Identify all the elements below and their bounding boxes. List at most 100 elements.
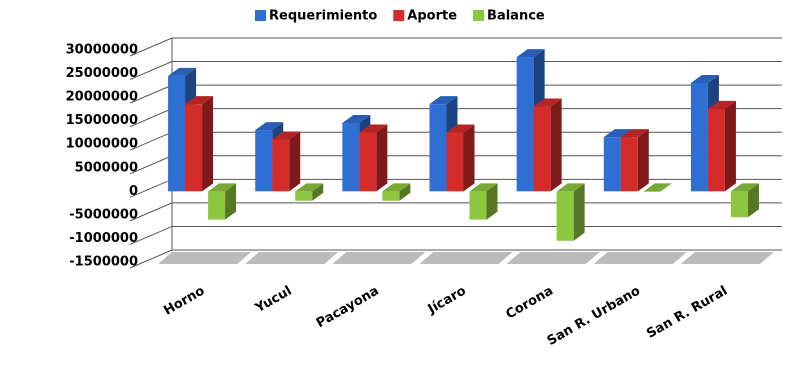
bar-front	[168, 75, 186, 192]
bar-front	[359, 132, 377, 192]
bar-top	[168, 67, 197, 76]
bar	[208, 183, 237, 220]
bar	[382, 183, 411, 201]
bar-front	[185, 104, 203, 192]
y-tick-label: -1500000	[69, 255, 138, 270]
floor-tile	[593, 252, 687, 264]
y-tick-label: 30000000	[66, 43, 138, 58]
bar-side	[486, 183, 498, 220]
bar	[469, 183, 498, 220]
bar-side	[637, 129, 649, 192]
y-tick-label: 0	[129, 184, 138, 199]
bar	[556, 183, 585, 241]
y-tick-label: -1000000	[69, 231, 138, 246]
bar-side	[225, 183, 237, 220]
bar-front	[255, 130, 273, 192]
floor-tile	[245, 252, 339, 264]
x-tick-label: Jícaro	[425, 283, 469, 317]
bar-front	[690, 82, 708, 192]
y-tick-label: 25000000	[66, 66, 138, 81]
bar-front	[446, 132, 464, 192]
bar	[643, 183, 672, 192]
bar-front	[620, 137, 638, 192]
bar	[272, 131, 301, 192]
bar-top	[342, 115, 371, 124]
bar-front	[469, 191, 487, 220]
bar-top	[255, 122, 284, 131]
bar-top	[429, 96, 458, 105]
legend-swatch	[393, 10, 405, 21]
x-tick-label: Yucul	[252, 284, 294, 317]
legend-label: Aporte	[407, 9, 457, 24]
bar-top	[272, 131, 301, 140]
bar-front	[603, 137, 621, 192]
legend-label: Balance	[487, 9, 545, 24]
floor-tile	[506, 252, 600, 264]
bar	[185, 96, 214, 192]
grid-line	[129, 225, 782, 245]
x-tick-label: Corona	[503, 284, 555, 323]
grid-line	[129, 37, 782, 57]
y-tick-label: 10000000	[66, 137, 138, 152]
bar-top	[469, 183, 498, 192]
bar-top	[556, 183, 585, 192]
bar	[730, 183, 759, 218]
bar-front	[643, 191, 661, 192]
bar-top	[359, 124, 388, 133]
bar-side	[376, 124, 388, 192]
y-tick-label: -5000000	[69, 207, 138, 222]
bar-side	[289, 131, 301, 192]
legend-swatch	[473, 10, 485, 21]
y-tick-label: 5000000	[75, 160, 138, 175]
bar-front	[208, 191, 226, 220]
bar	[620, 129, 649, 192]
bar-front	[730, 191, 748, 218]
bar	[446, 124, 475, 192]
bar	[533, 98, 562, 192]
bar-top	[295, 183, 324, 192]
legend-label: Requerimiento	[269, 9, 377, 24]
bar-front	[272, 139, 290, 192]
bar-top	[620, 129, 649, 138]
bar-top	[533, 98, 562, 107]
bar-side	[399, 183, 411, 201]
y-tick-label: 15000000	[66, 113, 138, 128]
bar-top	[603, 129, 632, 138]
floor-tile	[419, 252, 513, 264]
bar-front	[295, 191, 313, 201]
floor-tile	[680, 252, 774, 264]
bar-front	[533, 106, 551, 192]
bar-side	[202, 96, 214, 192]
bar-front	[342, 123, 360, 192]
bar-top	[208, 183, 237, 192]
floor-tile	[158, 252, 252, 264]
x-tick-label: San R. Urbano	[545, 283, 643, 348]
bar-side	[724, 100, 736, 192]
y-tick-label: 20000000	[66, 90, 138, 105]
bar-top	[516, 49, 545, 58]
bar	[359, 124, 388, 192]
bar-top	[185, 96, 214, 105]
bar-side	[550, 98, 562, 192]
bar-side	[573, 183, 585, 241]
bar-front	[707, 108, 725, 192]
bar-front	[429, 104, 447, 192]
bar-top	[643, 183, 672, 192]
bar-side	[463, 124, 475, 192]
bar-front	[556, 191, 574, 241]
bar-front	[382, 191, 400, 201]
bar-top	[690, 74, 719, 83]
bar	[707, 100, 736, 192]
x-tick-label: San R. Rural	[644, 284, 730, 342]
bar-side	[312, 183, 324, 201]
bar-top	[730, 183, 759, 192]
bar-side	[747, 183, 759, 218]
x-tick-label: Pacayona	[314, 284, 382, 332]
x-tick-label: Horno	[161, 283, 207, 318]
bar	[295, 183, 324, 201]
floor-tile	[332, 252, 426, 264]
bar-top	[446, 124, 475, 133]
grid-line	[129, 61, 782, 81]
bar-top	[707, 100, 736, 109]
